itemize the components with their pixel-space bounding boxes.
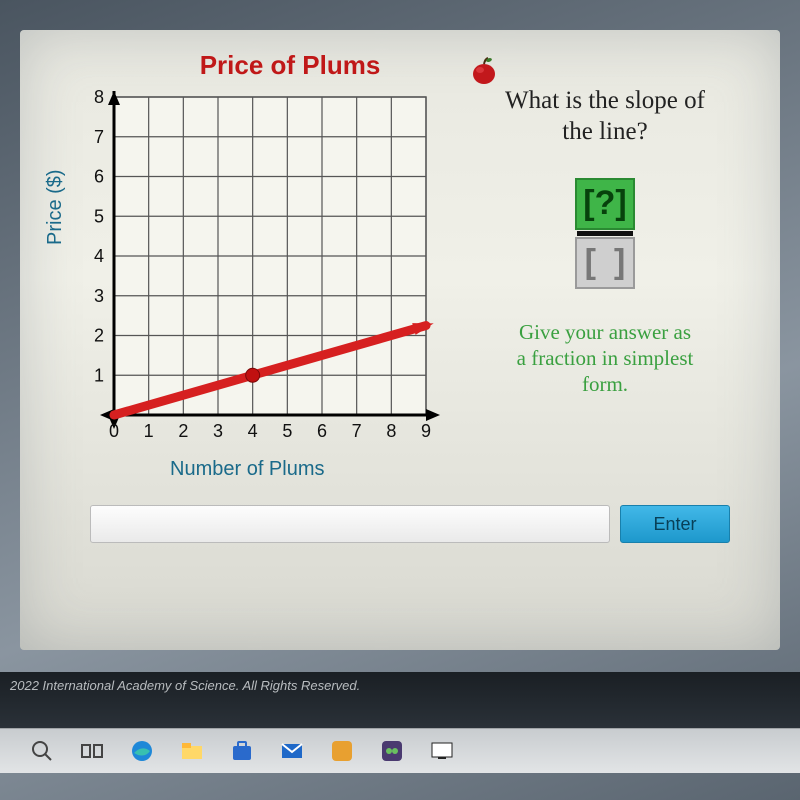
title-row: Price of Plums (90, 50, 750, 86)
denominator-box[interactable]: [] (575, 237, 635, 289)
svg-text:1: 1 (144, 421, 154, 441)
app3-icon[interactable] (430, 739, 454, 763)
chart: Price ($) Number of Plums 01234567891234… (50, 85, 440, 475)
answer-input[interactable] (90, 505, 610, 543)
hint-line1: Give your answer as (519, 320, 691, 344)
svg-text:4: 4 (248, 421, 258, 441)
plum-icon (468, 54, 500, 86)
task-view-icon[interactable] (80, 739, 104, 763)
hint-text: Give your answer as a fraction in simple… (460, 319, 750, 398)
store-icon[interactable] (230, 739, 254, 763)
svg-text:6: 6 (94, 167, 104, 187)
search-icon[interactable] (30, 739, 54, 763)
svg-text:8: 8 (386, 421, 396, 441)
fraction-answer: [?] [] (575, 178, 635, 289)
svg-text:4: 4 (94, 246, 104, 266)
y-axis-label: Price ($) (44, 169, 67, 245)
denominator-bracket-r: ] (614, 243, 625, 282)
copyright-bar: 2022 International Academy of Science. A… (0, 672, 800, 728)
chart-svg: 0 1 2 3 4 5 6 7 8 9 1 2 3 4 5 6 7 8 (74, 85, 444, 455)
svg-text:1: 1 (94, 365, 104, 385)
denominator-bracket-l: [ (585, 243, 596, 282)
fraction-bar (577, 231, 633, 236)
taskbar[interactable] (0, 728, 800, 773)
enter-button[interactable]: Enter (620, 505, 730, 543)
question-panel: What is the slope of the line? [?] [] Gi… (460, 85, 750, 397)
svg-text:9: 9 (421, 421, 431, 441)
svg-text:8: 8 (94, 87, 104, 107)
question-line1: What is the slope of (505, 87, 705, 114)
chart-title: Price of Plums (120, 50, 460, 81)
hint-line2: a fraction in simplest (517, 346, 694, 370)
svg-text:7: 7 (94, 127, 104, 147)
app-screen: Price of Plums Price ($) Number of Plums… (20, 30, 780, 650)
svg-text:7: 7 (352, 421, 362, 441)
app2-icon[interactable] (380, 739, 404, 763)
answer-row: Enter (90, 505, 730, 543)
svg-text:3: 3 (213, 421, 223, 441)
file-explorer-icon[interactable] (180, 739, 204, 763)
content-area: Price of Plums Price ($) Number of Plums… (20, 30, 780, 690)
hint-line3: form. (582, 372, 628, 396)
svg-text:2: 2 (94, 326, 104, 346)
svg-text:5: 5 (282, 421, 292, 441)
svg-text:5: 5 (94, 206, 104, 226)
svg-text:6: 6 (317, 421, 327, 441)
app1-icon[interactable] (330, 739, 354, 763)
svg-text:0: 0 (109, 421, 119, 441)
numerator-bracket-r: ] (615, 184, 626, 223)
numerator-placeholder: ? (595, 184, 616, 223)
question-line2: the line? (562, 118, 647, 145)
x-axis-label: Number of Plums (170, 458, 325, 481)
mail-icon[interactable] (280, 739, 304, 763)
edge-icon[interactable] (130, 739, 154, 763)
numerator-box[interactable]: [?] (575, 178, 635, 230)
svg-text:2: 2 (178, 421, 188, 441)
svg-text:3: 3 (94, 286, 104, 306)
copyright-text: 2022 International Academy of Science. A… (10, 678, 360, 693)
numerator-bracket-l: [ (583, 184, 594, 223)
question-text: What is the slope of the line? (460, 85, 750, 148)
